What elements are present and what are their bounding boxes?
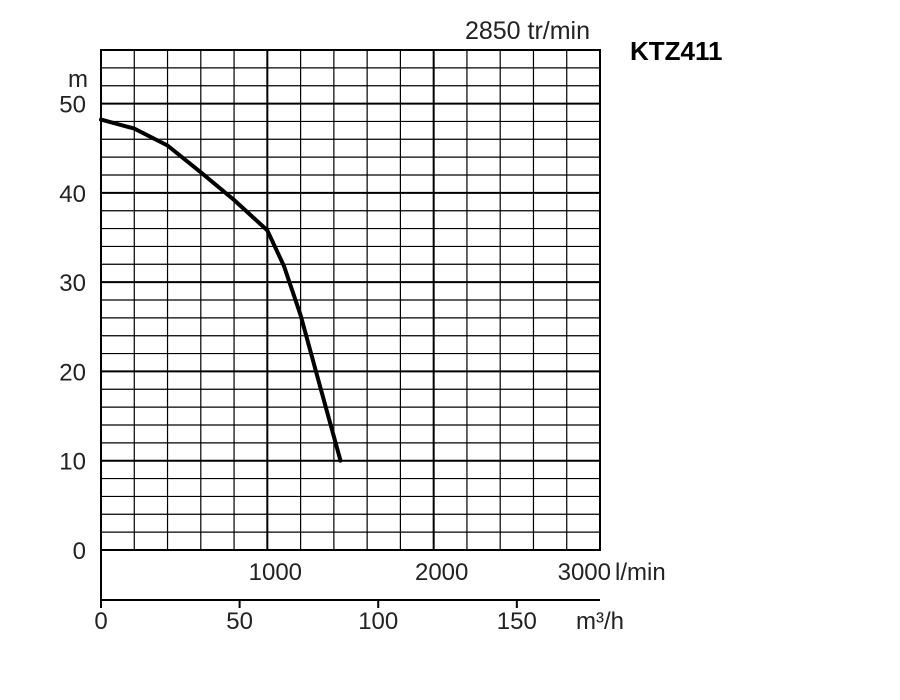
y-tick-label: 50 <box>59 92 86 119</box>
x-axis-unit-lmin: l/min <box>615 559 666 586</box>
plot-frame <box>100 49 601 551</box>
x-tick-labels-lmin: 1000 2000 3000 <box>249 559 611 586</box>
y-tick-labels: 0 10 20 30 40 50 <box>59 92 86 565</box>
secondary-axis <box>100 550 600 608</box>
y-tick-label: 0 <box>73 538 86 565</box>
chart-grid <box>101 50 600 550</box>
x-tick-label-lmin: 1000 <box>249 559 302 586</box>
x-tick-label-m3h: 0 <box>94 608 107 635</box>
x-tick-label-m3h: 100 <box>358 608 398 635</box>
x-axis-unit-m3h: m³/h <box>576 608 624 635</box>
y-axis-unit: m <box>68 66 88 93</box>
y-tick-label: 20 <box>59 359 86 386</box>
y-tick-label: 30 <box>59 270 86 297</box>
speed-label: 2850 tr/min <box>465 17 590 45</box>
x-tick-label-m3h: 50 <box>226 608 253 635</box>
x-tick-label-lmin: 3000 <box>558 559 611 586</box>
series-line <box>99 117 343 463</box>
chart-title: KTZ411 <box>630 36 723 66</box>
y-tick-label: 40 <box>59 181 86 208</box>
y-tick-label: 10 <box>59 449 86 476</box>
x-tick-label-m3h: 150 <box>497 608 537 635</box>
x-tick-labels-m3h: 0 50 100 150 <box>94 608 537 635</box>
x-tick-label-lmin: 2000 <box>415 559 468 586</box>
